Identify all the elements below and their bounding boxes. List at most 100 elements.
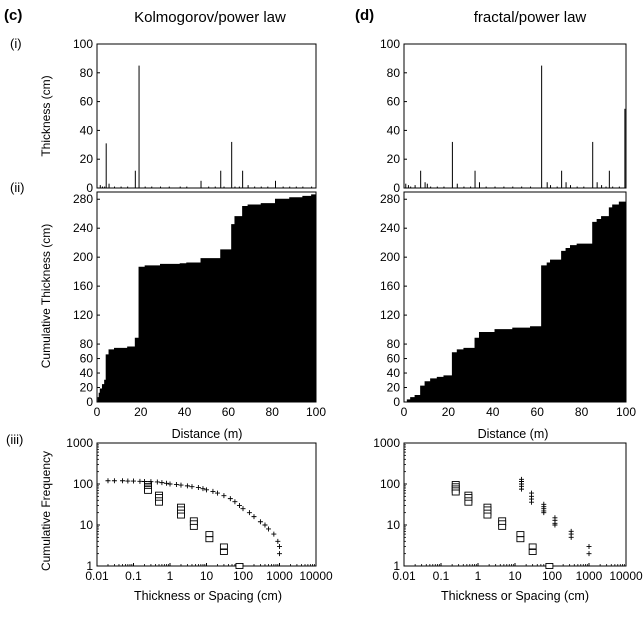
- plus-marker-c-iii: [262, 522, 268, 528]
- square-marker-d-iii: [483, 512, 492, 519]
- plus-marker-c-iii: [154, 479, 160, 485]
- row-label-i: (i): [10, 36, 22, 51]
- thickness-axis-title-c: Thickness (cm): [39, 75, 53, 156]
- x-tick-label-d-iii: 1: [475, 569, 482, 583]
- x-tick-label-d-ii: 20: [442, 405, 456, 419]
- square-marker-d-iii: [464, 499, 473, 506]
- square-marker-c-iii: [219, 549, 228, 555]
- square-marker-d-iii: [498, 523, 507, 530]
- square-marker-c-iii: [205, 536, 214, 543]
- y-tick-label-d-i: 60: [387, 95, 401, 109]
- square-marker-c-iii: [235, 563, 244, 569]
- cumulative-area-d-ii: [404, 192, 627, 403]
- square-marker-d-iii: [528, 549, 537, 555]
- plus-marker-c-iii: [200, 486, 206, 492]
- plus-marker-d-iii: [568, 534, 574, 540]
- x-tick-label-c-ii: 20: [134, 405, 148, 419]
- y-tick-label-d-iii: 10: [387, 518, 401, 532]
- square-marker-d-iii: [545, 563, 554, 569]
- plus-marker-c-iii: [163, 480, 169, 486]
- y-tick-label-c-ii: 200: [73, 250, 93, 264]
- plus-marker-c-iii: [257, 519, 263, 525]
- plot-frame-d-iii: [403, 442, 627, 567]
- plot-frame-d-i: [403, 43, 627, 189]
- x-tick-label-d-iii: 10: [508, 569, 522, 583]
- plus-marker-c-iii: [141, 479, 147, 485]
- x-tick-label-c-iii: 10000: [299, 569, 333, 583]
- square-marker-c-iii: [205, 531, 214, 538]
- plot-frame-c-i: [96, 43, 317, 189]
- y-tick-label-c-i: 40: [80, 123, 94, 137]
- plus-marker-c-iii: [137, 478, 143, 484]
- y-tick-label-d-ii: 60: [387, 352, 401, 366]
- plus-marker-c-iii: [271, 531, 277, 537]
- x-tick-label-c-iii: 1: [167, 569, 174, 583]
- plus-marker-d-iii: [519, 486, 525, 492]
- plus-marker-c-iii: [111, 478, 117, 484]
- y-tick-label-c-iii: 10: [80, 518, 94, 532]
- plus-marker-c-iii: [178, 482, 184, 488]
- plot-frame-c-iii: [96, 442, 317, 567]
- y-tick-label-d-i: 40: [387, 123, 401, 137]
- row-label-iii: (iii): [6, 432, 23, 447]
- y-tick-label-c-ii: 20: [80, 381, 94, 395]
- plus-marker-c-iii: [251, 514, 257, 520]
- y-tick-label-d-iii: 1: [393, 559, 400, 573]
- plus-marker-c-iii: [240, 506, 246, 512]
- row-label-ii: (ii): [10, 180, 24, 195]
- plus-marker-c-iii: [275, 538, 281, 544]
- x-tick-label-c-ii: 80: [266, 405, 280, 419]
- square-marker-c-iii: [144, 487, 152, 494]
- distance-axis-title-c: Distance (m): [172, 427, 243, 441]
- y-tick-label-c-ii: 40: [80, 366, 94, 380]
- plus-marker-c-iii: [167, 481, 173, 487]
- plus-marker-c-iii: [131, 478, 136, 484]
- plus-marker-c-iii: [195, 485, 201, 491]
- square-marker-d-iii: [451, 489, 460, 496]
- x-tick-label-d-iii: 0.01: [392, 569, 416, 583]
- y-tick-label-c-i: 80: [80, 66, 94, 80]
- x-tick-label-d-iii: 100: [542, 569, 562, 583]
- plus-marker-c-iii: [227, 496, 233, 502]
- y-tick-label-d-ii: 0: [393, 395, 400, 409]
- y-tick-label-d-ii: 160: [380, 279, 400, 293]
- panel-title-c: Kolmogorov/power law: [134, 9, 286, 26]
- plus-marker-d-iii: [552, 522, 558, 528]
- plus-marker-c-iii: [236, 502, 242, 508]
- spacing-axis-title-d: Thickness or Spacing (cm): [441, 589, 589, 603]
- y-tick-label-d-ii: 240: [380, 221, 400, 235]
- y-tick-label-d-ii: 40: [387, 366, 401, 380]
- plus-marker-c-iii: [277, 551, 282, 557]
- square-marker-c-iii: [177, 512, 185, 519]
- distance-axis-title-d: Distance (m): [478, 427, 549, 441]
- plus-marker-c-iii: [277, 543, 282, 549]
- y-tick-label-c-iii: 1000: [66, 436, 93, 450]
- x-tick-label-c-ii: 40: [178, 405, 192, 419]
- square-marker-d-iii: [516, 536, 525, 543]
- y-tick-label-d-i: 100: [380, 37, 400, 51]
- y-tick-label-c-iii: 100: [73, 477, 93, 491]
- x-tick-label-c-iii: 0.01: [85, 569, 109, 583]
- plus-marker-c-iii: [189, 484, 195, 490]
- plus-marker-c-iii: [246, 510, 252, 516]
- y-tick-label-c-i: 20: [80, 152, 94, 166]
- y-tick-label-d-i: 20: [387, 152, 401, 166]
- square-marker-c-iii: [189, 523, 198, 530]
- x-tick-label-c-ii: 100: [306, 405, 326, 419]
- y-tick-label-d-iii: 100: [380, 477, 400, 491]
- x-tick-label-d-iii: 10000: [609, 569, 643, 583]
- x-tick-label-d-ii: 100: [616, 405, 636, 419]
- plus-marker-c-iii: [266, 526, 272, 532]
- plus-marker-d-iii: [529, 499, 535, 505]
- y-tick-label-c-i: 60: [80, 95, 94, 109]
- y-tick-label-c-ii: 160: [73, 279, 93, 293]
- y-tick-label-d-iii: 1000: [373, 436, 400, 450]
- y-tick-label-c-ii: 60: [80, 352, 94, 366]
- plus-marker-c-iii: [105, 478, 111, 484]
- panel-title-d: fractal/power law: [474, 9, 587, 26]
- x-tick-label-c-ii: 60: [222, 405, 236, 419]
- plus-marker-c-iii: [221, 493, 227, 499]
- x-tick-label-d-ii: 60: [531, 405, 545, 419]
- y-tick-label-c-ii: 80: [80, 337, 94, 351]
